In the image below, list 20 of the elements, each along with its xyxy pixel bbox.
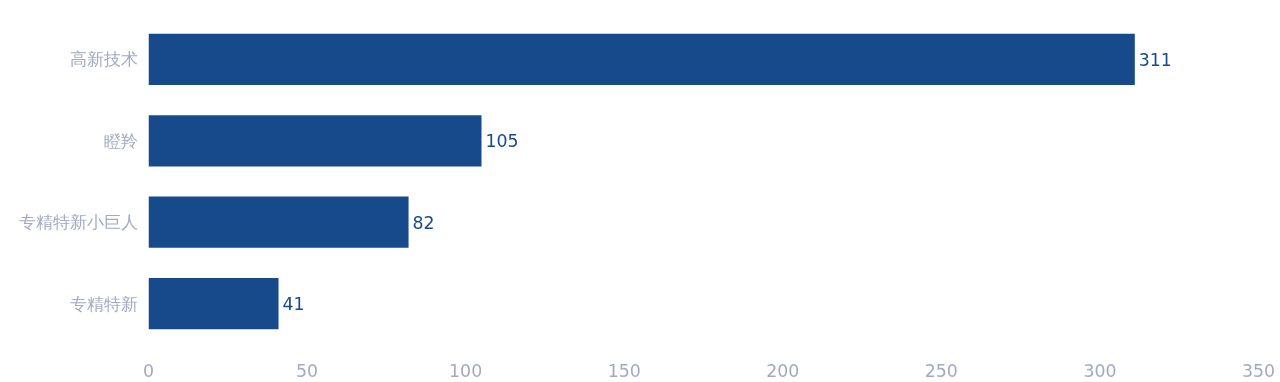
data-label: 82 bbox=[412, 212, 435, 233]
x-tick-label: 300 bbox=[1083, 360, 1117, 381]
data-label: 41 bbox=[282, 294, 305, 315]
x-tick-label: 0 bbox=[142, 360, 155, 381]
bar bbox=[148, 33, 1135, 86]
x-tick-label: 200 bbox=[766, 360, 800, 381]
x-tick-label: 150 bbox=[607, 360, 641, 381]
bar bbox=[148, 277, 279, 330]
y-tick-label: 专精特新小巨人 bbox=[18, 212, 138, 233]
bar bbox=[148, 196, 409, 248]
bar bbox=[148, 115, 482, 167]
x-tick-label: 350 bbox=[1241, 360, 1276, 381]
x-tick-label: 250 bbox=[924, 360, 958, 381]
data-label: 311 bbox=[1138, 49, 1172, 70]
data-label: 105 bbox=[485, 131, 519, 152]
x-tick-label: 50 bbox=[296, 360, 319, 381]
y-tick-label: 瞪羚 bbox=[103, 130, 138, 151]
x-tick-label: 100 bbox=[449, 360, 483, 381]
y-tick-label: 专精特新 bbox=[69, 293, 138, 314]
y-tick-label: 高新技术 bbox=[69, 49, 138, 70]
